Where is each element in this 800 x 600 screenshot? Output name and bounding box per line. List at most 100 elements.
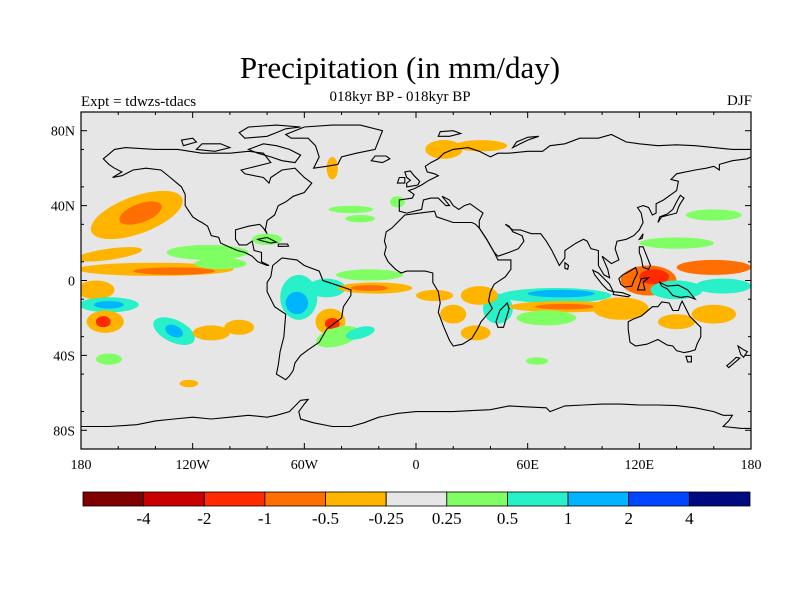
anomaly-s-atlantic-wet [316,325,360,348]
anomaly-n-atlantic-wet [328,205,374,214]
colorbar-label: -0.25 [368,509,403,528]
anomaly-n-atlantic-wet-2 [345,215,376,223]
anomaly-eq-pacific-wet-core [94,301,124,309]
anomaly-s-america-dry-core [324,318,340,330]
y-tick-label: 40S [53,349,75,364]
anomaly-spcz-dry [81,280,115,300]
anomaly-maritime-dry-core [639,269,670,285]
anomaly-s-pacific-wet-sw [95,353,122,365]
coast-java [612,291,632,298]
coast-taiwan [637,233,644,241]
x-tick-label: 60W [291,458,319,473]
coastlines [81,124,751,429]
x-tick-label: 120W [176,458,211,473]
anomaly-s-pacific-dry-patch [192,325,230,341]
anomaly-indian-ocean-wet-core [527,289,595,298]
coast-novaya [511,135,539,150]
y-tick-label: 0 [68,275,75,290]
coast-banks [180,137,198,147]
colorbar-swatch [264,491,326,507]
coast-nz-north [736,344,749,359]
anomaly-s-ocean-wet [525,357,549,365]
coast-ellesmere [238,124,301,139]
season-label: DJF [726,93,752,109]
x-tick-label: 180 [741,458,762,473]
colorbar-label: 0.25 [432,509,462,528]
colorbar-swatch [567,491,630,507]
coast-north-america [102,147,313,267]
coast-iceland [370,155,391,164]
coast-africa [383,210,512,347]
colorbar-swatch [628,491,690,507]
y-tick-label: 40N [51,200,75,215]
coast-victoria [195,143,232,152]
coast-greenland [284,124,384,169]
anomaly-e-pacific-wet-band [166,244,249,260]
colorbar-swatch [143,491,205,507]
anomaly-layer [81,140,751,388]
anomaly-indian-ocean-dry-core [535,303,595,310]
map-subtitle: 018kyr BP - 018kyr BP [329,89,471,105]
anomaly-amazon-wet-core [285,291,309,315]
anomaly-maritime-wet [650,280,703,300]
colorbar-label: -0.5 [312,509,339,528]
anomaly-itcz-pacific-dry-core [133,267,216,275]
coast-svalbard [437,130,463,137]
anomaly-atl-itcz-wet [336,269,403,281]
colorbar-label: 2 [624,509,633,528]
colorbar-label: -2 [197,509,211,528]
colorbar-swatch [446,491,508,507]
anomaly-europe-wet [390,196,405,208]
anomaly-w-pacific-wet [695,278,751,294]
anomaly-australia-dry [592,297,649,320]
colorbar-swatch [385,491,448,507]
anomaly-itcz-e-pacific-wet [194,258,247,270]
coast-borneo [618,266,639,288]
coast-britain [404,170,421,188]
coast-madagascar [495,301,510,328]
anomaly-atl-itcz-dry-core [350,285,389,291]
colorbar-label: 1 [564,509,573,528]
x-tick-label: 180 [71,458,92,473]
colorbar-swatch [325,491,387,507]
colorbar-label: -4 [137,509,152,528]
coast-baffin [246,143,302,164]
anomaly-indian-ocean-wet-s [516,310,577,326]
anomaly-nw-pacific-wet-2 [685,209,742,221]
coast-sumatra [591,269,615,293]
x-tick-label: 120E [625,458,655,473]
coast-sulawesi [636,276,651,291]
coast-antarctica [81,398,751,429]
colorbar-swatch [82,491,144,507]
coast-ireland [396,176,406,184]
axis-ticks: 180 120W 60W 0 60E 120E 180 80N 40N 0 40S 80S [51,111,762,473]
colorbar-swatch [507,491,569,507]
coast-newguinea [658,281,697,301]
coast-tasmania [685,355,692,363]
colorbar: -4 -2 -1 -0.5 -0.25 0.25 0.5 1 2 4 [82,491,751,528]
anomaly-se-pacific-wet-core [165,324,183,338]
anomaly-nw-pacific-wet [639,237,714,249]
anomaly-n-atlantic-dry [425,140,463,159]
anomaly-arctic-dry [326,157,338,180]
colorbar-swatch [689,491,751,507]
anomaly-w-pacific-dry-band [81,247,143,262]
anomaly-s-pacific-dry-east [224,319,255,335]
colorbar-label: -1 [258,509,272,528]
anomaly-s-america-wet [308,278,346,298]
y-tick-label: 80N [51,125,75,140]
anomaly-s-pacific-dry-core [95,316,111,328]
x-tick-label: 60E [516,458,539,473]
anomaly-n-atlantic-dry-2 [455,140,508,152]
coast-hispaniola [277,243,290,247]
anomaly-n-pacific-dry-core [119,201,162,225]
anomaly-australia-dry-2 [658,314,696,330]
coast-japan [657,194,685,223]
anomaly-s-africa-dry [440,304,467,324]
anomaly-australia-dry-3 [691,304,737,324]
coast-south-america [266,257,352,381]
coast-cuba [256,236,279,244]
anomaly-s-atlantic-wet-2 [345,326,375,340]
coast-srilanka [564,261,570,271]
